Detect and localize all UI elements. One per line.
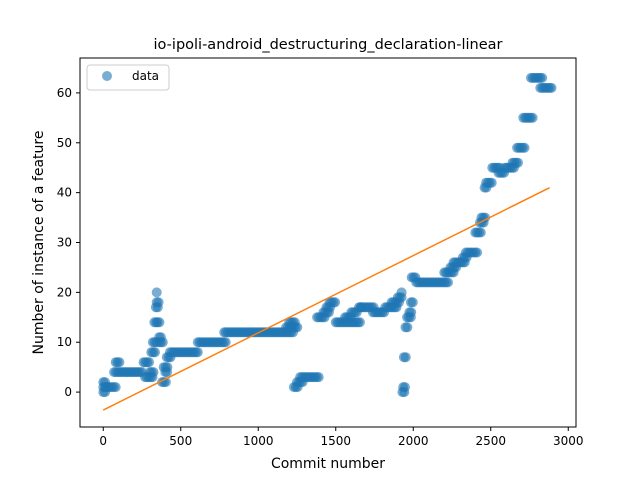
data-point <box>157 337 168 348</box>
y-tick-label: 40 <box>57 186 72 200</box>
data-point <box>537 72 548 83</box>
x-tick-label: 2500 <box>475 434 506 448</box>
data-point <box>289 317 300 328</box>
fit-line <box>102 186 550 411</box>
legend: data <box>86 64 170 91</box>
x-tick-label: 500 <box>169 434 192 448</box>
data-point <box>354 317 365 328</box>
y-tick-label: 60 <box>57 86 72 100</box>
x-tick-label: 2000 <box>398 434 429 448</box>
data-point <box>313 372 324 383</box>
data-point <box>400 382 410 393</box>
data-point <box>519 142 530 153</box>
chart-title: io-ipoli-android_destructuring_declarati… <box>154 37 503 53</box>
data-point <box>472 247 483 258</box>
data-point <box>192 347 203 358</box>
x-axis-label: Commit number <box>271 456 385 472</box>
data-point <box>110 382 121 393</box>
data-point <box>527 112 538 123</box>
data-point <box>144 357 155 368</box>
data-point <box>406 307 417 318</box>
x-tick-label: 0 <box>99 434 107 448</box>
data-point <box>400 352 411 363</box>
data-point <box>407 297 418 308</box>
legend-marker-data <box>102 71 112 81</box>
plot-marks <box>98 72 557 411</box>
y-tick-label: 30 <box>57 236 72 250</box>
data-point <box>153 297 164 308</box>
data-point <box>154 317 165 328</box>
data-point <box>162 367 173 378</box>
y-axis-label: Number of instance of a feature <box>31 131 47 355</box>
data-point <box>513 157 523 168</box>
x-tick-label: 1500 <box>320 434 351 448</box>
legend-label-data: data <box>132 69 159 83</box>
data-point <box>150 347 160 358</box>
axis-ticks: 0 500 1000 1500 2000 2500 3000 0 10 20 30 40 50 60 <box>57 86 584 448</box>
data-point <box>151 287 162 298</box>
x-tick-label: 1000 <box>243 434 274 448</box>
data-point <box>546 82 557 93</box>
y-tick-label: 10 <box>57 335 72 349</box>
data-point <box>148 367 159 378</box>
data-point <box>114 357 125 368</box>
data-point <box>402 322 413 333</box>
data-point <box>396 287 407 298</box>
data-point <box>475 227 486 238</box>
y-tick-label: 50 <box>57 136 72 150</box>
data-point <box>220 337 231 348</box>
y-tick-label: 20 <box>57 285 72 299</box>
data-point <box>443 277 453 288</box>
x-tick-label: 3000 <box>553 434 584 448</box>
data-point <box>480 212 491 223</box>
data-point <box>330 297 341 308</box>
data-point <box>486 177 497 188</box>
y-tick-label: 0 <box>64 385 72 399</box>
